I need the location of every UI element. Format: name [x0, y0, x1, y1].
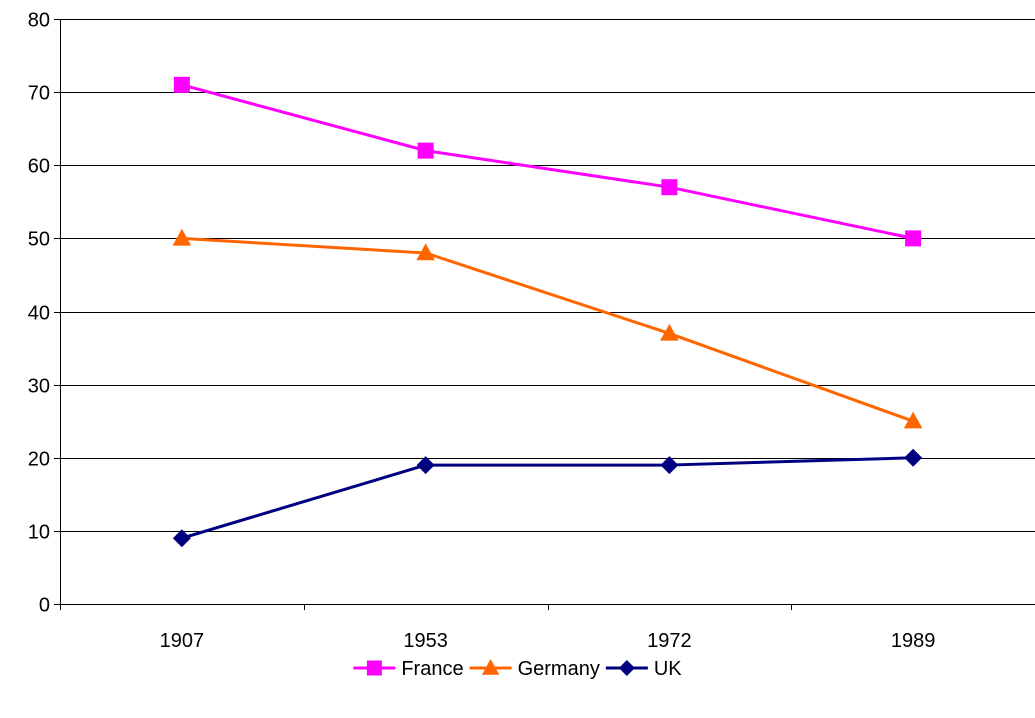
series-line — [181, 456, 914, 540]
y-tick-label: 80 — [28, 10, 50, 32]
gridlines — [60, 19, 1035, 532]
data-point-square — [905, 230, 922, 247]
data-point-triangle — [660, 323, 679, 341]
data-point-diamond — [416, 456, 435, 475]
y-tick-label: 10 — [28, 522, 50, 544]
legend-item-germany: Germany — [469, 658, 600, 680]
data-point-triangle — [481, 659, 500, 675]
x-tick-label: 1907 — [160, 630, 205, 652]
y-tick-label: 0 — [39, 595, 50, 617]
data-point-triangle — [416, 243, 435, 261]
series-line — [181, 236, 914, 423]
legend-label: France — [401, 658, 463, 680]
series-line — [181, 83, 914, 240]
legend: France Germany UK — [353, 658, 682, 680]
data-point-square — [417, 142, 434, 159]
series-group — [172, 76, 923, 548]
legend-item-uk: UK — [605, 658, 682, 680]
y-tick-label: 20 — [28, 449, 50, 471]
series-germany — [172, 228, 923, 429]
data-point-diamond — [172, 529, 191, 548]
data-point-diamond — [660, 456, 679, 475]
data-point-square — [173, 76, 190, 93]
data-point-diamond — [904, 448, 923, 467]
series-uk — [172, 448, 923, 548]
legend-label: Germany — [518, 658, 600, 680]
data-point-square — [661, 179, 678, 196]
data-point-diamond — [618, 660, 635, 676]
data-point-square — [366, 660, 382, 676]
y-tick-label: 70 — [28, 83, 50, 105]
y-tick-label: 60 — [28, 156, 50, 178]
x-tick-label: 1953 — [403, 630, 448, 652]
data-point-triangle — [172, 228, 192, 246]
x-tick-label: 1972 — [647, 630, 692, 652]
legend-label: UK — [654, 658, 682, 680]
series-france — [173, 76, 922, 247]
data-point-triangle — [903, 411, 923, 429]
legend-item-france: France — [353, 658, 464, 680]
axes: 0 10 20 30 40 50 60 70 80 1907 1953 1972 1989 — [28, 10, 1035, 652]
x-tick-label: 1989 — [891, 630, 936, 652]
y-tick-label: 30 — [28, 376, 50, 398]
y-tick-label: 40 — [28, 303, 50, 325]
y-tick-label: 50 — [28, 229, 50, 251]
